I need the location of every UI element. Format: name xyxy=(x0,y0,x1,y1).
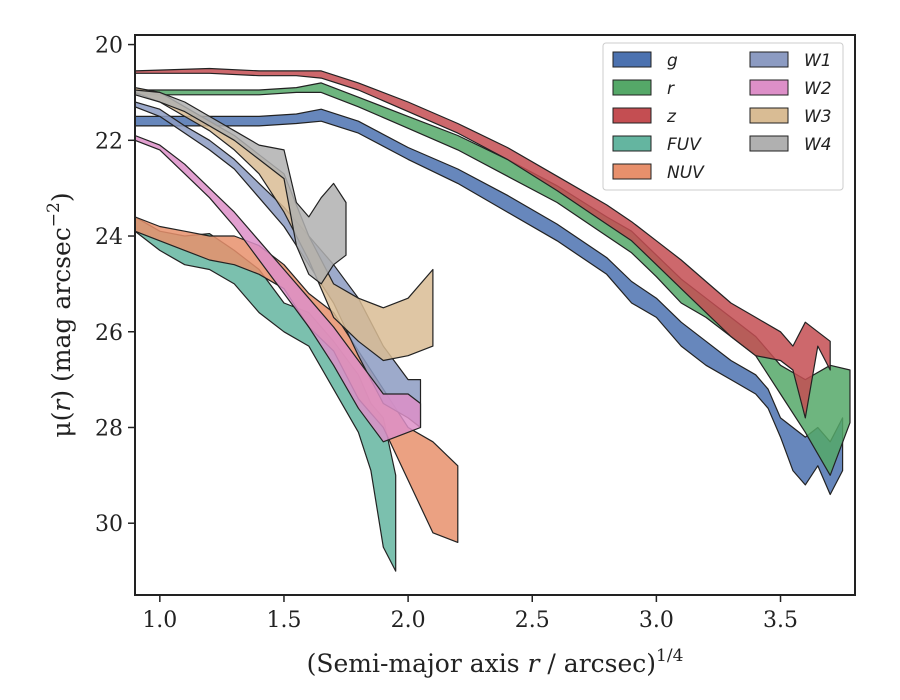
series-band-g xyxy=(135,108,844,496)
x-tick-label: 2.0 xyxy=(391,608,426,633)
series-band-w4 xyxy=(135,89,347,285)
series-band-r xyxy=(135,82,851,476)
legend-swatch-w3 xyxy=(749,107,789,124)
legend-label-nuv: NUV xyxy=(667,163,705,183)
legend-label-r: r xyxy=(667,79,675,99)
x-tick-label: 3.0 xyxy=(639,608,674,633)
legend-label-w2: W2 xyxy=(804,79,832,99)
y-tick-label: 24 xyxy=(95,225,123,250)
series-band-z xyxy=(135,67,831,419)
y-tick-label: 22 xyxy=(95,129,123,154)
legend-swatch-fuv xyxy=(612,135,652,152)
legend: grz FUV NUV W1 W2 W3 W4 xyxy=(602,42,844,191)
x-tick-label: 3.5 xyxy=(763,608,798,633)
legend-label-w3: W3 xyxy=(804,107,832,127)
y-tick-label: 30 xyxy=(95,512,123,537)
legend-swatch-r xyxy=(612,79,652,96)
series-layer xyxy=(135,67,851,572)
x-axis-label: (Semi-major axis r / arcsec)1/4 xyxy=(307,646,684,678)
legend-label-w1: W1 xyxy=(804,51,832,71)
legend-swatch-w2 xyxy=(749,79,789,96)
legend-swatch-g xyxy=(612,51,652,68)
y-axis-label: μ(r) (mag arcsec−2) xyxy=(44,192,76,437)
legend-swatch-z xyxy=(612,107,652,124)
y-tick-label: 26 xyxy=(95,321,123,346)
legend-swatch-w1 xyxy=(749,51,789,68)
legend-swatch-nuv xyxy=(612,163,652,180)
legend-label-w4: W4 xyxy=(804,135,832,155)
legend-swatch-w4 xyxy=(749,135,789,152)
y-tick-label: 20 xyxy=(95,34,123,59)
legend-label-fuv: FUV xyxy=(667,135,702,155)
ticks-layer: 1.0 1.5 2.0 2.5 3.0 3.5 20 22 24 26 28 30 xyxy=(95,34,798,633)
y-tick-label: 28 xyxy=(95,416,123,441)
plot-frame xyxy=(134,34,856,596)
x-tick-label: 2.5 xyxy=(515,608,550,633)
legend-label-g: g xyxy=(667,51,678,71)
x-tick-label: 1.5 xyxy=(266,608,301,633)
x-tick-label: 1.0 xyxy=(142,608,177,633)
legend-label-z: z xyxy=(666,107,677,127)
series-band-w2 xyxy=(135,134,422,443)
